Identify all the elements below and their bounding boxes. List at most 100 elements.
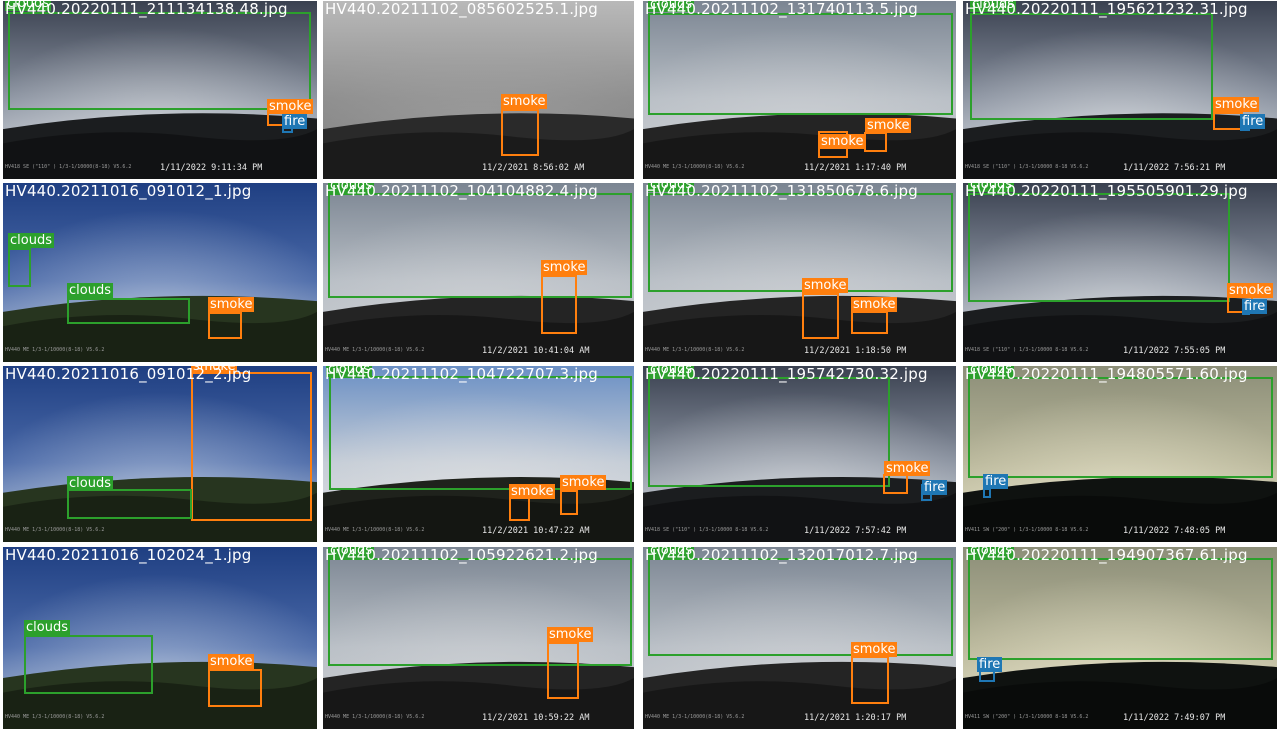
- capture-timestamp: 1/11/2022 7:55:05 PM: [1123, 346, 1226, 356]
- image-filename: HV440.20211102_105922621.2.jpg: [325, 547, 598, 564]
- image-filename: HV440.20211016_102024_1.jpg: [5, 547, 252, 564]
- scene-photo: [323, 183, 634, 362]
- camera-info-text: HV418 SE ("110" ) 1/3-1/10000(8-18) V5.6…: [5, 164, 132, 170]
- image-filename: HV440.20220111_195505901.29.jpg: [965, 183, 1248, 200]
- smoke-label: smoke: [547, 627, 594, 642]
- grid-image-16[interactable]: clouds fire HV440.20220111_194907367.61.jp…: [963, 547, 1277, 729]
- smoke-label: smoke: [560, 475, 607, 490]
- camera-info-text: HV440 ME 1/3-1/10000(8-18) V5.6.2: [645, 164, 745, 170]
- clouds-label: clouds: [968, 547, 1014, 558]
- capture-timestamp: 1/11/2022 7:48:05 PM: [1123, 526, 1226, 536]
- smoke-label: smoke: [819, 134, 866, 149]
- scene-photo: [3, 1, 317, 179]
- capture-timestamp: 1/11/2022 9:11:34 PM: [160, 163, 263, 173]
- smoke-label: smoke: [851, 297, 898, 312]
- camera-info-text: HV418 SE ("110" ) 1/3-1/10000 8-18 V5.6.…: [965, 164, 1089, 170]
- image-filename: HV440.20211102_132017012.7.jpg: [645, 547, 918, 564]
- image-filename: HV440.20211102_131850678.6.jpg: [645, 183, 918, 200]
- capture-timestamp: 11/2/2021 1:17:40 PM: [804, 163, 907, 173]
- grid-image-12[interactable]: clouds fire HV440.20220111_194805571.60.jp…: [963, 366, 1277, 542]
- clouds-label: clouds: [326, 366, 372, 377]
- grid-image-8[interactable]: clouds smoke fire HV440.20220111_195505901.…: [963, 183, 1277, 362]
- image-filename: HV440.20211102_131740113.5.jpg: [645, 1, 918, 18]
- capture-timestamp: 11/2/2021 1:18:50 PM: [804, 346, 907, 356]
- fire-label: fire: [983, 474, 1009, 489]
- capture-timestamp: 11/2/2021 10:41:04 AM: [482, 346, 590, 356]
- camera-info-text: HV440 ME 1/3-1/10000(8-18) V5.6.2: [325, 527, 425, 533]
- clouds-label: clouds: [5, 1, 51, 11]
- smoke-label: smoke: [208, 654, 255, 669]
- camera-info-text: HV411 SW ("200" ) 1/3-1/10000 8-18 V5.6.…: [965, 714, 1089, 720]
- image-filename: HV440.20220111_195742730.32.jpg: [645, 366, 928, 383]
- image-filename: HV440.20211102_104722707.3.jpg: [325, 366, 598, 383]
- clouds-label: clouds: [67, 476, 113, 491]
- camera-info-text: HV440 ME 1/3-1/10000(8-18) V5.6.2: [5, 527, 105, 533]
- smoke-label: smoke: [865, 118, 912, 133]
- capture-timestamp: 1/11/2022 7:49:07 PM: [1123, 713, 1226, 723]
- clouds-label: clouds: [648, 366, 694, 377]
- camera-info-text: HV440 ME 1/3-1/10000(8-18) V5.6.2: [645, 347, 745, 353]
- grid-image-10[interactable]: clouds smoke smoke HV440.20211102_104722707…: [323, 366, 634, 542]
- clouds-label: clouds: [968, 183, 1014, 192]
- smoke-label: smoke: [541, 260, 588, 275]
- smoke-label: smoke: [884, 461, 931, 476]
- grid-image-13[interactable]: clouds smoke HV440.20211016_102024_1.jpg HV…: [3, 547, 317, 729]
- smoke-label: smoke: [509, 484, 556, 499]
- capture-timestamp: 11/2/2021 10:47:22 AM: [482, 526, 590, 536]
- clouds-label: clouds: [8, 233, 54, 248]
- camera-info-text: HV440 ME 1/3-1/10000(8-18) V5.6.2: [5, 714, 105, 720]
- camera-info-text: HV411 SW ("200" ) 1/3-1/10000 8-18 V5.6.…: [965, 527, 1089, 533]
- clouds-label: clouds: [24, 620, 70, 635]
- clouds-label: clouds: [648, 1, 694, 12]
- image-filename: HV440.20211016_091012_1.jpg: [5, 183, 252, 200]
- image-filename: HV440.20220111_211134138.48.jpg: [5, 1, 288, 18]
- scene-photo: [963, 1, 1277, 179]
- grid-image-11[interactable]: clouds smoke fire HV440.20220111_195742730.…: [643, 366, 956, 542]
- grid-image-1[interactable]: clouds smoke fire HV440.20220111_211134138.…: [3, 1, 317, 179]
- clouds-label: clouds: [968, 366, 1014, 377]
- clouds-label: clouds: [970, 1, 1016, 12]
- image-filename: HV440.20220111_195621232.31.jpg: [965, 1, 1248, 18]
- clouds-label: clouds: [328, 183, 374, 193]
- scene-photo: [643, 366, 956, 542]
- scene-photo: [963, 547, 1277, 729]
- scene-photo: [3, 366, 317, 542]
- camera-info-text: HV418 SE ("110" ) 1/3-1/10000 8-18 V5.6.…: [645, 527, 769, 533]
- capture-timestamp: 11/2/2021 8:56:02 AM: [482, 163, 585, 173]
- smoke-label: smoke: [1227, 283, 1274, 298]
- smoke-label: smoke: [802, 278, 849, 293]
- capture-timestamp: 11/2/2021 1:20:17 PM: [804, 713, 907, 723]
- scene-photo: [323, 1, 634, 179]
- fire-label: fire: [1242, 299, 1268, 314]
- clouds-label: clouds: [328, 547, 374, 558]
- grid-image-9[interactable]: smoke clouds HV440.20211016_091012_2.jpg HV…: [3, 366, 317, 542]
- grid-image-15[interactable]: clouds smoke HV440.20211102_132017012.7.jp…: [643, 547, 956, 729]
- image-filename: HV440.20220111_194907367.61.jpg: [965, 547, 1248, 564]
- fire-label: fire: [282, 114, 308, 129]
- grid-image-3[interactable]: clouds smoke smoke HV440.20211102_131740113…: [643, 1, 956, 179]
- clouds-label: clouds: [67, 283, 113, 298]
- camera-info-text: HV440 ME 1/3-1/10000(8-18) V5.6.2: [5, 347, 105, 353]
- capture-timestamp: 1/11/2022 7:57:42 PM: [804, 526, 907, 536]
- image-filename: HV440.20211016_091012_2.jpg: [5, 366, 252, 383]
- smoke-label: smoke: [191, 366, 238, 374]
- fire-label: fire: [1240, 114, 1266, 129]
- scene-photo: [963, 183, 1277, 362]
- grid-image-14[interactable]: clouds smoke HV440.20211102_105922621.2.jp…: [323, 547, 634, 729]
- scene-photo: [643, 547, 956, 729]
- image-filename: HV440.20211102_085602525.1.jpg: [325, 1, 598, 18]
- grid-image-2[interactable]: smoke HV440.20211102_085602525.1.jpg 11/2/…: [323, 1, 634, 179]
- fire-label: fire: [922, 480, 948, 495]
- smoke-label: smoke: [1213, 97, 1260, 112]
- camera-info-text: HV440 ME 1/3-1/10000(8-18) V5.6.2: [325, 347, 425, 353]
- fire-label: fire: [977, 657, 1003, 672]
- smoke-label: smoke: [267, 99, 314, 114]
- grid-image-7[interactable]: clouds smoke smoke HV440.20211102_131850678…: [643, 183, 956, 362]
- grid-image-5[interactable]: clouds clouds smoke HV440.20211016_091012_1…: [3, 183, 317, 362]
- image-filename: HV440.20220111_194805571.60.jpg: [965, 366, 1248, 383]
- grid-image-4[interactable]: clouds smoke fire HV440.20220111_195621232.…: [963, 1, 1277, 179]
- camera-info-text: HV440 ME 1/3-1/10000(8-18) V5.6.2: [325, 714, 425, 720]
- clouds-label: clouds: [648, 547, 694, 558]
- grid-image-6[interactable]: clouds smoke HV440.20211102_104104882.4.jp…: [323, 183, 634, 362]
